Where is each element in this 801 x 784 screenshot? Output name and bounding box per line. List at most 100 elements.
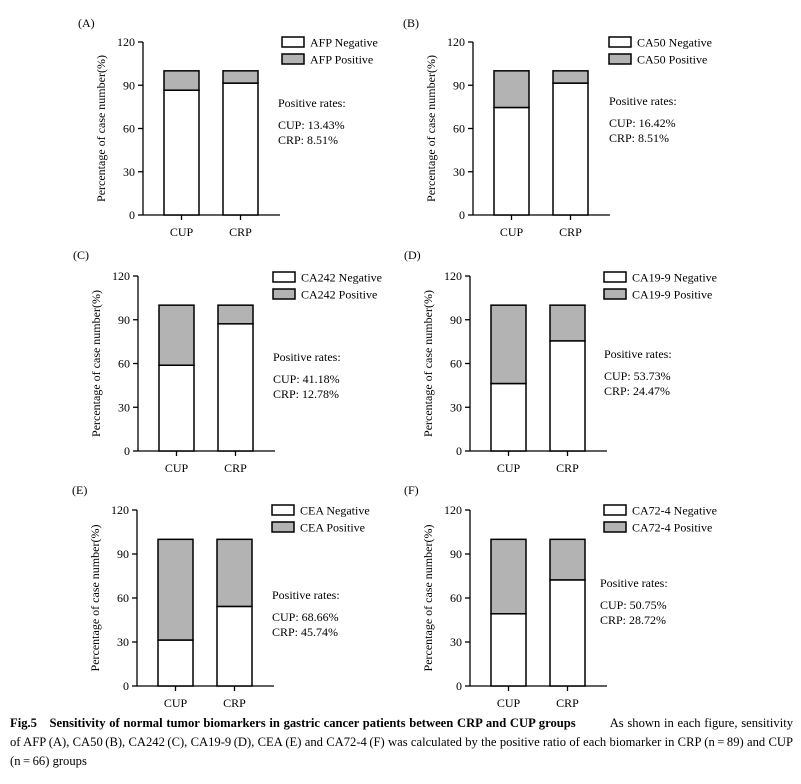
y-tick-label: 30 bbox=[117, 635, 129, 649]
bar-crp-negative bbox=[552, 82, 589, 216]
bar-cup-negative bbox=[490, 382, 527, 452]
legend-entry: CEA Positive bbox=[300, 521, 365, 535]
y-tick-label: 60 bbox=[118, 357, 130, 371]
y-tick-label: 120 bbox=[112, 269, 130, 283]
annotation-line: CUP: 50.75% bbox=[600, 598, 667, 612]
figure: (A) 0 30 60 90 120 Percentage of case number(%… bbox=[72, 16, 717, 710]
annotation-line: CRP: 24.47% bbox=[604, 384, 670, 398]
y-tick-label: 30 bbox=[123, 165, 135, 179]
legend-entry: CEA Negative bbox=[300, 504, 370, 518]
y-tick-label: 0 bbox=[456, 444, 462, 458]
bar-cup-positive bbox=[490, 304, 527, 385]
x-tick-label-crp: CRP bbox=[559, 225, 582, 239]
chart-panel-2: (B) 0 30 60 90 120 Percentage of case number(%… bbox=[403, 16, 712, 239]
annotation-line: CUP: 68.66% bbox=[272, 610, 339, 624]
bar-cup-positive bbox=[158, 304, 195, 366]
bar-crp-negative bbox=[216, 605, 253, 687]
legend-swatch bbox=[271, 504, 295, 516]
legend-swatch bbox=[281, 53, 305, 65]
legend-swatch bbox=[608, 36, 632, 48]
bar-cup-negative bbox=[490, 613, 527, 687]
y-tick-label: 30 bbox=[450, 635, 462, 649]
legend-swatch bbox=[272, 271, 296, 283]
x-tick-label-cup: CUP bbox=[165, 461, 189, 475]
legend-entry: AFP Negative bbox=[310, 36, 378, 50]
y-tick-label: 0 bbox=[459, 208, 465, 222]
y-tick-label: 90 bbox=[117, 547, 129, 561]
y-axis-label: Percentage of case number(%) bbox=[89, 290, 103, 437]
bar-cup-positive bbox=[493, 70, 530, 109]
chart-panel-5: (E) 0 30 60 90 120 Percentage of case number(%… bbox=[72, 483, 370, 710]
legend-entry: CA72-4 Positive bbox=[632, 521, 712, 535]
bar-cup-negative bbox=[157, 639, 194, 687]
bar-cup-negative bbox=[163, 89, 200, 216]
legend-entry: CA242 Positive bbox=[301, 288, 377, 302]
legend-swatch bbox=[603, 521, 627, 533]
y-tick-label: 60 bbox=[117, 591, 129, 605]
legend-entry: CA50 Negative bbox=[637, 36, 712, 50]
annotation-title: Positive rates: bbox=[600, 576, 668, 590]
chart-panel-4: (D) 0 30 60 90 120 Percentage of case number(%… bbox=[404, 248, 717, 475]
y-tick-label: 120 bbox=[444, 503, 462, 517]
x-tick-label-crp: CRP bbox=[556, 696, 579, 710]
annotation-line: CUP: 16.42% bbox=[609, 116, 676, 130]
bar-crp-negative bbox=[549, 579, 586, 687]
panel-label: (D) bbox=[404, 248, 421, 262]
legend-entry: CA72-4 Negative bbox=[632, 504, 717, 518]
y-axis-label: Percentage of case number(%) bbox=[88, 525, 102, 672]
y-tick-label: 30 bbox=[118, 400, 130, 414]
legend-entry: CA242 Negative bbox=[301, 271, 382, 285]
bar-crp-positive bbox=[222, 70, 259, 84]
x-tick-label-cup: CUP bbox=[164, 696, 188, 710]
legend-swatch bbox=[272, 288, 296, 300]
panel-label: (C) bbox=[73, 248, 89, 262]
legend-entry: AFP Positive bbox=[310, 53, 373, 67]
y-tick-label: 90 bbox=[118, 313, 130, 327]
y-tick-label: 90 bbox=[450, 547, 462, 561]
legend-entry: CA19-9 Negative bbox=[632, 271, 717, 285]
bar-cup-positive bbox=[157, 538, 194, 641]
y-tick-label: 120 bbox=[447, 35, 465, 49]
x-tick-label-crp: CRP bbox=[223, 696, 246, 710]
annotation-title: Positive rates: bbox=[278, 96, 346, 110]
panel-label: (A) bbox=[78, 16, 95, 30]
y-tick-label: 120 bbox=[444, 269, 462, 283]
bar-crp-positive bbox=[216, 538, 253, 608]
bar-crp-negative bbox=[217, 323, 254, 452]
y-tick-label: 30 bbox=[450, 400, 462, 414]
chart-panel-3: (C) 0 30 60 90 120 Percentage of case number(%… bbox=[73, 248, 382, 475]
annotation-line: CUP: 41.18% bbox=[273, 372, 340, 386]
annotation-line: CRP: 45.74% bbox=[272, 625, 338, 639]
bar-crp-positive bbox=[552, 70, 589, 84]
figure-caption: Fig.5 Sensitivity of normal tumor biomar… bbox=[10, 714, 793, 771]
y-tick-label: 0 bbox=[456, 679, 462, 693]
y-tick-label: 120 bbox=[111, 503, 129, 517]
annotation-line: CUP: 53.73% bbox=[604, 369, 671, 383]
bar-crp-negative bbox=[549, 340, 586, 452]
bar-cup-negative bbox=[493, 106, 530, 216]
bar-crp-negative bbox=[222, 82, 259, 216]
y-tick-label: 60 bbox=[450, 357, 462, 371]
legend-swatch bbox=[608, 53, 632, 65]
y-axis-label: Percentage of case number(%) bbox=[94, 55, 108, 202]
bar-crp-positive bbox=[549, 538, 586, 581]
bar-cup-positive bbox=[163, 70, 200, 91]
panel-label: (E) bbox=[72, 483, 87, 497]
x-tick-label-cup: CUP bbox=[500, 225, 524, 239]
chart-panel-6: (F) 0 30 60 90 120 Percentage of case number(%… bbox=[404, 483, 717, 710]
x-tick-label-crp: CRP bbox=[224, 461, 247, 475]
y-axis-label: Percentage of case number(%) bbox=[421, 525, 435, 672]
annotation-line: CRP: 8.51% bbox=[278, 133, 338, 147]
panel-label: (F) bbox=[404, 483, 419, 497]
annotation-line: CRP: 28.72% bbox=[600, 613, 666, 627]
legend-swatch bbox=[603, 271, 627, 283]
bar-cup-negative bbox=[158, 364, 195, 452]
y-tick-label: 0 bbox=[129, 208, 135, 222]
y-axis-label: Percentage of case number(%) bbox=[424, 55, 438, 202]
caption-text: As shown in each figure, sensitivity of … bbox=[10, 716, 794, 768]
annotation-title: Positive rates: bbox=[604, 347, 672, 361]
bar-crp-positive bbox=[549, 304, 586, 342]
y-tick-label: 0 bbox=[123, 679, 129, 693]
legend-swatch bbox=[281, 36, 305, 48]
y-tick-label: 90 bbox=[453, 78, 465, 92]
